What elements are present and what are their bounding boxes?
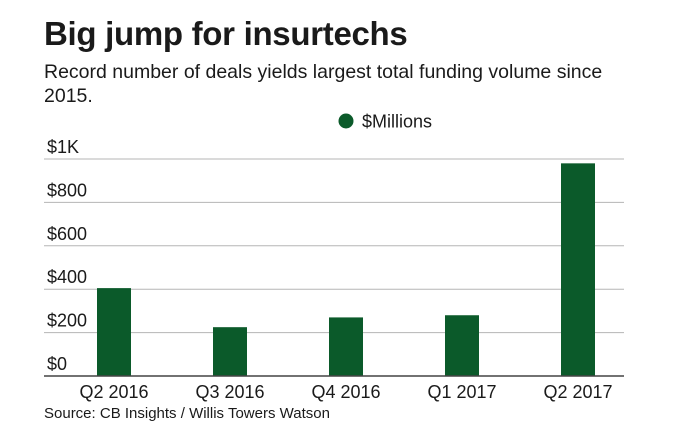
x-tick-label: Q4 2016 <box>311 382 380 402</box>
x-axis-labels: Q2 2016 Q3 2016 Q4 2016 Q1 2017 Q2 2017 <box>79 382 612 402</box>
y-tick-label: $0 <box>47 354 67 374</box>
bar <box>561 163 595 376</box>
legend-label: $Millions <box>362 112 432 132</box>
x-tick-label: Q2 2016 <box>79 382 148 402</box>
x-tick-label: Q1 2017 <box>427 382 496 402</box>
y-axis-labels: $0 $200 $400 $600 $800 $1K <box>47 137 87 374</box>
y-tick-label: $600 <box>47 224 87 244</box>
bar <box>329 317 363 376</box>
chart-title: Big jump for insurtechs <box>44 15 408 52</box>
bars <box>97 163 595 376</box>
chart-subtitle: Record number of deals yields largest to… <box>44 61 603 107</box>
bar <box>97 288 131 376</box>
y-tick-label: $800 <box>47 180 87 200</box>
legend-marker <box>338 113 354 129</box>
legend: $Millions <box>338 112 432 132</box>
bar <box>445 315 479 376</box>
y-tick-label: $400 <box>47 267 87 287</box>
y-tick-label: $1K <box>47 137 79 157</box>
source-note: Source: CB Insights / Willis Towers Wats… <box>44 405 330 422</box>
bar <box>213 327 247 376</box>
gridlines <box>44 158 624 334</box>
y-tick-label: $200 <box>47 311 87 331</box>
x-tick-label: Q3 2016 <box>195 382 264 402</box>
x-tick-label: Q2 2017 <box>543 382 612 402</box>
